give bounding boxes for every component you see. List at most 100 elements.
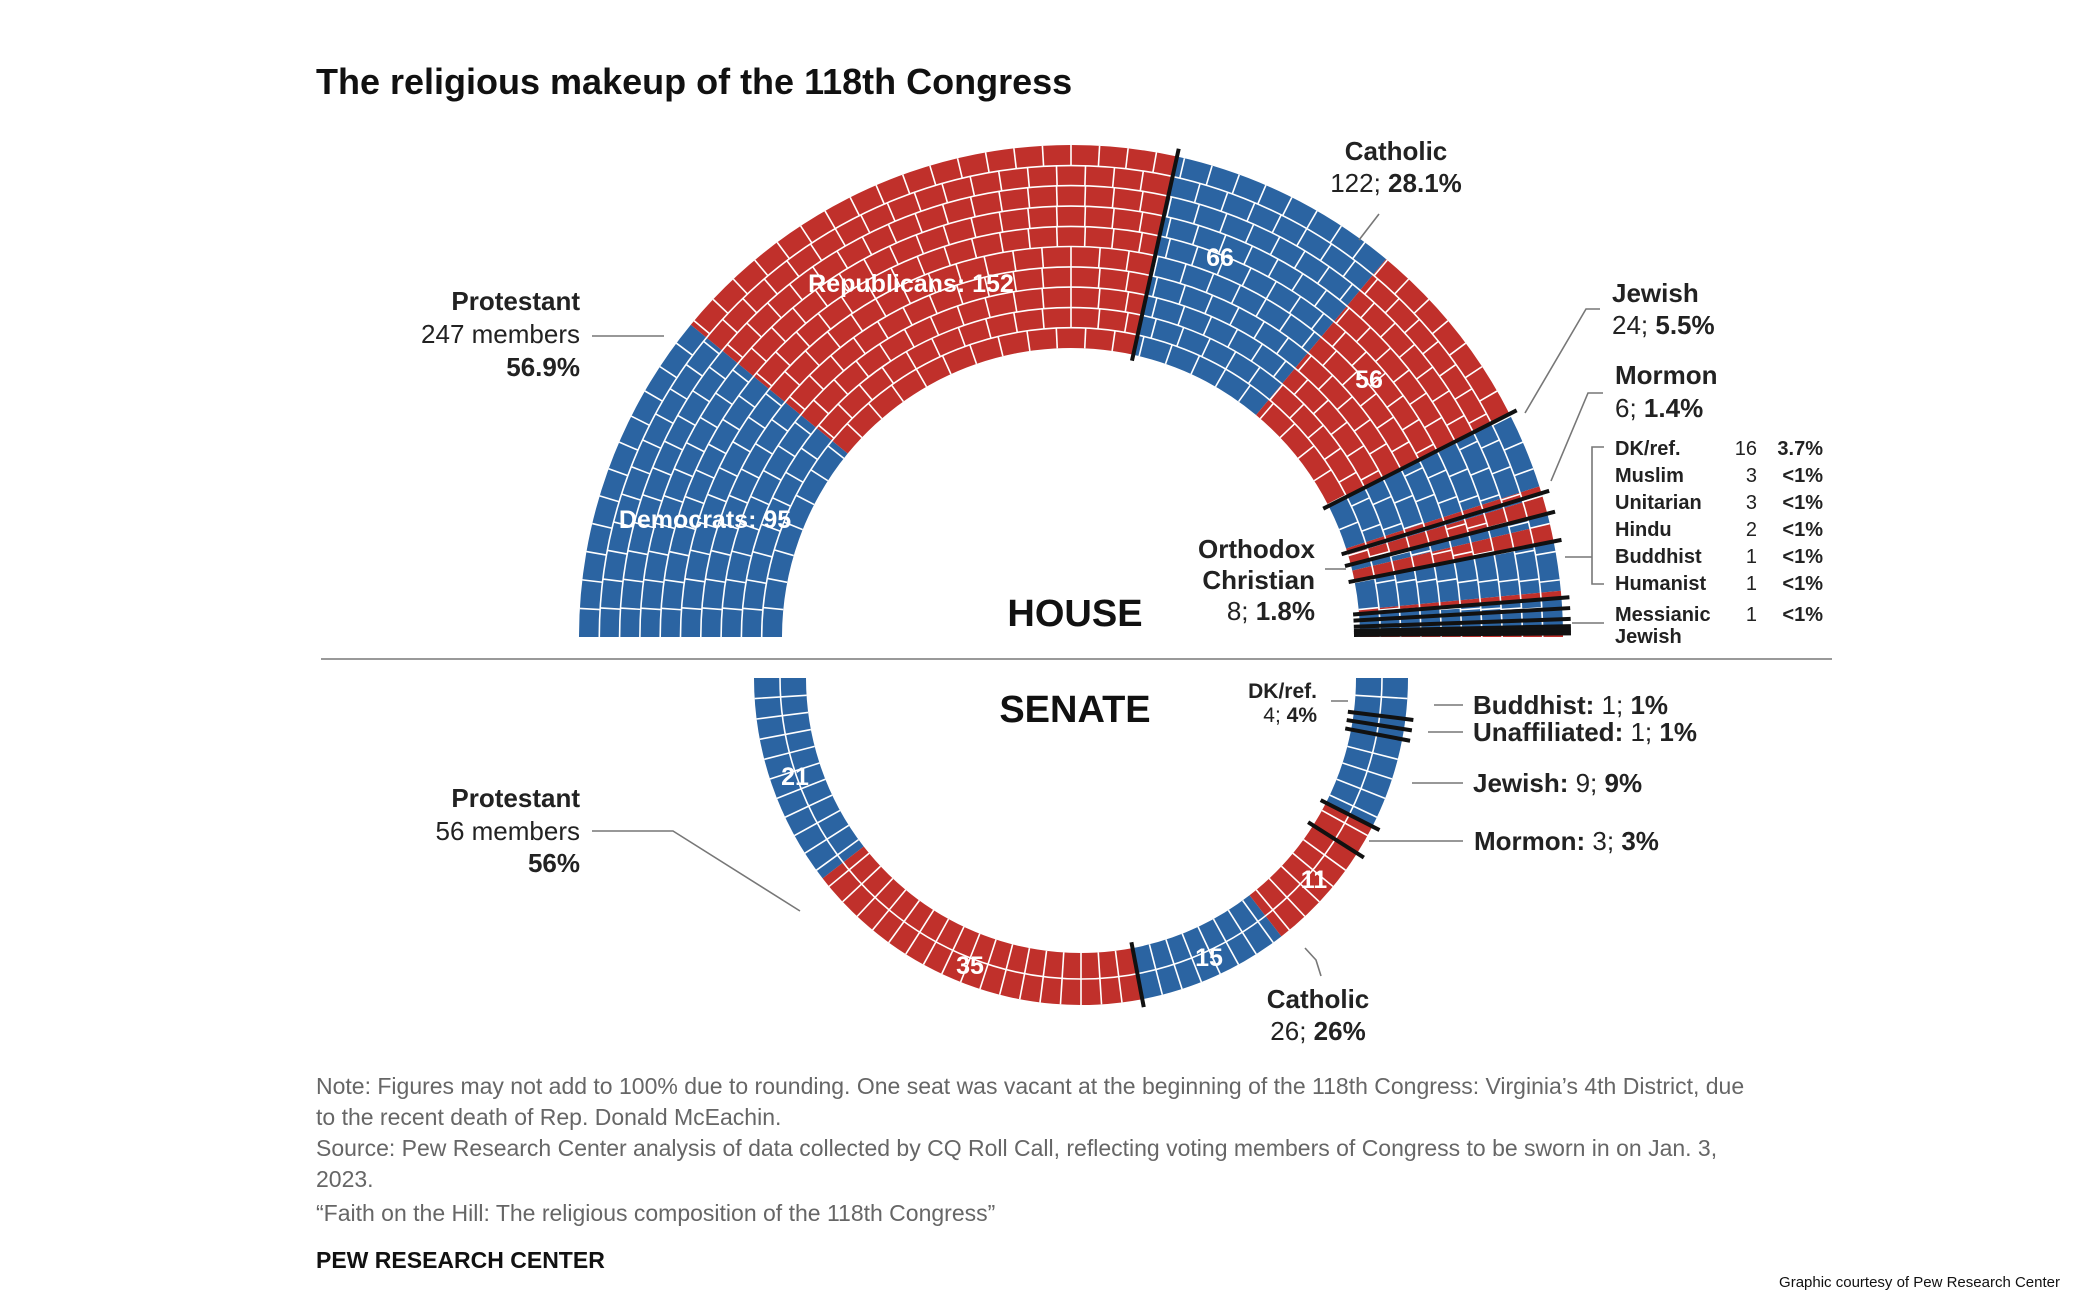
- seat-grid-ring: [720, 286, 1422, 638]
- seat-grid-line: [780, 694, 807, 698]
- house-messianic-label: Messianic Jewish 1 <1%: [1572, 604, 1823, 648]
- seat-grid-line: [1026, 187, 1031, 208]
- table-pct: <1%: [1782, 519, 1823, 541]
- seat-grid-line: [826, 824, 850, 840]
- seat-grid-line: [1460, 607, 1481, 611]
- seat-grid-line: [979, 964, 989, 990]
- seat-grid-line: [1286, 896, 1306, 917]
- seat-grid-line: [888, 245, 899, 265]
- seat-grid-line: [1059, 978, 1063, 1005]
- seat-grid-line: [855, 360, 870, 378]
- seat-grid-line: [782, 711, 809, 717]
- senate-catholic-dem-label: 15: [1195, 944, 1223, 972]
- seat-grid-line: [599, 495, 620, 503]
- seat-grid-line: [766, 302, 782, 319]
- senate-seats: [754, 677, 1414, 1008]
- seat-grid-line: [903, 328, 915, 348]
- seat-grid-line: [1197, 926, 1210, 951]
- seat-grid-line: [1382, 522, 1403, 531]
- seat-grid-line: [1518, 578, 1540, 583]
- seat-grid-line: [764, 752, 790, 761]
- seat-grid-line: [848, 852, 870, 871]
- seat-grid-line: [1217, 234, 1227, 254]
- seat-grid-line: [1355, 694, 1382, 698]
- seat-grid-line: [1492, 415, 1512, 427]
- note-line: Note: Figures may not add to 100% due to…: [316, 1073, 1744, 1099]
- seat-grid-line: [630, 415, 650, 427]
- svg-text:Messianic: Messianic: [1615, 604, 1711, 626]
- seat-grid-line: [1394, 278, 1410, 295]
- table-pct: <1%: [1782, 465, 1823, 487]
- seat-grid-line: [579, 607, 601, 611]
- seat-grid-line: [1164, 238, 1172, 259]
- seat-grid-line: [1336, 778, 1362, 790]
- seat-grid-line: [1280, 865, 1301, 885]
- seat-grid-line: [652, 466, 672, 476]
- seat-grid-line: [1411, 549, 1432, 557]
- seat-grid-line: [1179, 263, 1187, 284]
- seat-grid-line: [783, 521, 803, 531]
- seat-grid-line: [1427, 469, 1447, 479]
- seat-grid-line: [1181, 933, 1193, 959]
- seat-grid-line: [1111, 228, 1115, 249]
- seat-grid-line: [754, 696, 781, 700]
- seat-grid-line: [997, 170, 1003, 192]
- seat-grid-line: [903, 900, 921, 922]
- seat-grid-line: [1459, 440, 1479, 451]
- seat-grid-line: [1367, 770, 1393, 780]
- seat-grid-line: [1360, 302, 1376, 319]
- seat-grid-line: [1372, 752, 1398, 761]
- category-boundary: [1347, 709, 1414, 722]
- seat-grid-line: [914, 213, 923, 233]
- seat-grid-line: [746, 322, 762, 338]
- seat-grid-line: [913, 191, 922, 212]
- seat-grid-line: [759, 733, 786, 741]
- seat-grid-line: [1404, 318, 1421, 334]
- seat-grid-line: [813, 399, 830, 415]
- seat-grid-line: [849, 196, 861, 216]
- svg-text:Christian: Christian: [1202, 565, 1315, 595]
- seat-grid-line: [1375, 578, 1396, 585]
- seat-grid-line: [1164, 344, 1173, 365]
- seat-grid-line: [613, 521, 634, 528]
- house-label: HOUSE: [1007, 593, 1142, 635]
- seat-grid-line: [1359, 392, 1377, 407]
- seat-grid-line: [692, 390, 711, 403]
- seat-grid-line: [1384, 297, 1400, 314]
- seat-grid-ring: [679, 245, 1463, 638]
- seat-grid-line: [1026, 167, 1031, 188]
- seat-grid-line: [1307, 424, 1325, 439]
- seat-grid-line: [1480, 439, 1500, 450]
- seat-grid-line: [826, 331, 841, 349]
- seat-grid-line: [983, 276, 991, 297]
- seat-grid-line: [1501, 607, 1522, 611]
- seat-grid-line: [1124, 271, 1130, 292]
- seat-grid-line: [1473, 550, 1494, 556]
- seat-grid-line: [663, 494, 684, 504]
- seat-grid-line: [874, 877, 894, 898]
- seat-grid-line: [1151, 297, 1158, 318]
- seat-grid-line: [1151, 276, 1159, 297]
- seat-grid-line: [1446, 414, 1465, 427]
- seat-grid-line: [785, 471, 804, 484]
- seat-grid-line: [905, 931, 921, 955]
- seat-grid-line: [634, 521, 655, 529]
- seat-grid-line: [804, 838, 828, 854]
- seat-grid-line: [1301, 331, 1316, 349]
- seat-grid-line: [1012, 312, 1019, 333]
- seat-grid-line: [1454, 388, 1473, 401]
- house-small-groups-table: DK/ref. 16 3.7%Muslim 3 <1%Unitarian 3 <1%Hind…: [1565, 438, 1823, 595]
- seat-grid-line: [655, 413, 674, 425]
- seat-grid-line: [928, 294, 938, 315]
- seat-grid-line: [1446, 522, 1467, 531]
- seat-grid-line: [1099, 978, 1103, 1005]
- seat-grid-line: [1296, 228, 1308, 247]
- seat-grid-line: [1097, 952, 1101, 979]
- seat-grid-line: [785, 728, 812, 736]
- seat-grid-line: [705, 578, 726, 584]
- seat-grid-line: [1364, 278, 1379, 295]
- seat-grid-line: [1138, 211, 1144, 233]
- seat-grid-line: [1293, 379, 1309, 396]
- seat-grid-line: [1322, 350, 1338, 367]
- seat-grid-line: [703, 340, 720, 355]
